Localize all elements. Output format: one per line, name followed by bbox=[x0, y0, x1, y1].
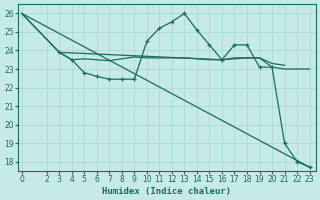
X-axis label: Humidex (Indice chaleur): Humidex (Indice chaleur) bbox=[102, 187, 231, 196]
